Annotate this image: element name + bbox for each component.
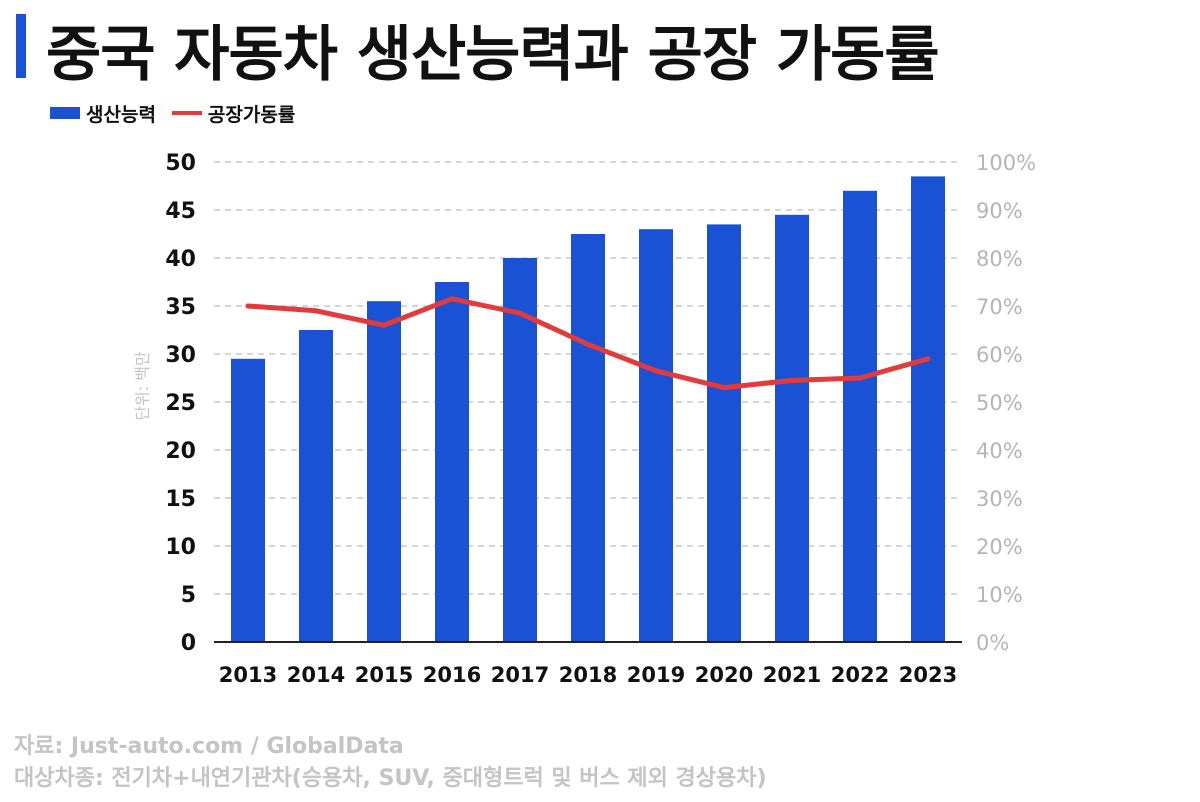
utilization-point <box>721 385 727 391</box>
utilization-point <box>653 368 659 374</box>
y-right-tick-label: 10% <box>976 583 1023 607</box>
capacity-bar <box>775 214 809 643</box>
x-tick-label: 2017 <box>491 663 549 687</box>
utilization-point <box>313 308 319 314</box>
legend-item-capacity: 생산능력 <box>50 100 156 127</box>
capacity-bar <box>911 176 945 642</box>
y-right-tick-label: 90% <box>976 199 1023 223</box>
capacity-bar <box>843 190 877 643</box>
legend: 생산능력 공장가동률 <box>50 100 295 126</box>
capacity-bar <box>435 282 469 642</box>
x-tick-label: 2015 <box>355 663 413 687</box>
y-left-tick-label: 5 <box>181 583 196 608</box>
y-left-tick-label: 20 <box>165 439 196 464</box>
legend-swatch-line <box>171 111 202 115</box>
chart-area: 0 5 10 15 20 25 30 35 40 45 50 0% 10% 20% 30% 40% 50% 60%… <box>133 151 1036 687</box>
legend-swatch-bar <box>50 107 80 119</box>
utilization-point <box>585 341 591 347</box>
utilization-point <box>789 377 795 383</box>
y-right-tick-label: 80% <box>976 247 1023 271</box>
y-left-tick-label: 35 <box>165 295 196 320</box>
y-left-tick-label: 15 <box>165 487 196 512</box>
vehicle-scope-note: 대상차종: 전기차+내연기관차(승용차, SUV, 중대형트럭 및 버스 제외 … <box>14 766 767 791</box>
capacity-bar <box>571 234 605 642</box>
capacity-bar <box>639 229 673 642</box>
legend-label-capacity: 생산능력 <box>86 103 156 126</box>
x-tick-label: 2023 <box>899 663 957 687</box>
y-right-tick-label: 70% <box>976 295 1023 319</box>
y-right-tick-label: 20% <box>976 535 1023 559</box>
capacity-bar <box>231 358 265 642</box>
y-left-tick-label: 45 <box>165 199 196 224</box>
capacity-bar <box>707 224 741 642</box>
y-left-tick-label: 40 <box>165 247 196 272</box>
capacity-bar <box>299 330 333 642</box>
y-right-tick-label: 0% <box>976 631 1009 655</box>
x-tick-label: 2019 <box>627 663 685 687</box>
x-tick-label: 2013 <box>219 663 277 687</box>
y-left-tick-label: 25 <box>165 391 196 416</box>
y-right-tick-label: 50% <box>976 391 1023 415</box>
y-right-tick-label: 30% <box>976 487 1023 511</box>
chart-title: 중국 자동차 생산능력과 공장 가동률 <box>46 20 940 90</box>
y-axis-unit-label: 단위: 백만 <box>133 351 152 421</box>
x-tick-label: 2020 <box>695 663 753 687</box>
capacity-bar <box>367 301 401 642</box>
utilization-point <box>245 303 251 309</box>
x-tick-label: 2022 <box>831 663 889 687</box>
y-left-tick-label: 50 <box>165 151 196 176</box>
x-tick-label: 2018 <box>559 663 617 687</box>
x-tick-label: 2016 <box>423 663 481 687</box>
y-left-tick-label: 30 <box>165 343 196 368</box>
utilization-point <box>449 296 455 302</box>
x-tick-label: 2014 <box>287 663 345 687</box>
source-text: 자료: Just-auto.com / GlobalData <box>14 734 404 759</box>
legend-item-utilization: 공장가동률 <box>156 100 295 127</box>
utilization-point <box>517 310 523 316</box>
title-accent-bar <box>16 14 26 78</box>
x-tick-label: 2021 <box>763 663 821 687</box>
utilization-point <box>925 356 931 362</box>
legend-label-utilization: 공장가동률 <box>207 103 296 126</box>
y-right-tick-label: 100% <box>976 151 1036 175</box>
y-right-tick-label: 60% <box>976 343 1023 367</box>
y-left-tick-label: 10 <box>165 535 196 560</box>
utilization-point <box>857 375 863 381</box>
y-left-tick-label: 0 <box>181 631 196 656</box>
y-right-tick-label: 40% <box>976 439 1023 463</box>
capacity-bar <box>503 258 537 642</box>
utilization-point <box>381 322 387 328</box>
